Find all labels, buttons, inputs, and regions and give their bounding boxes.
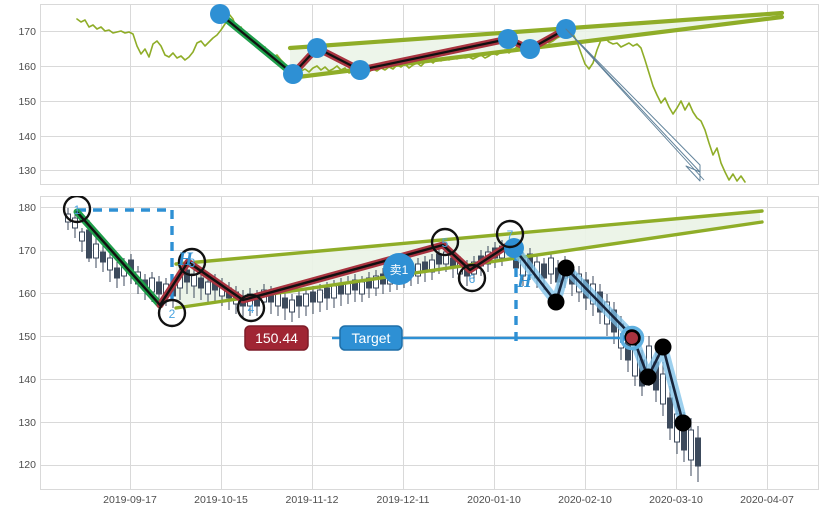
upper-chart-svg — [40, 4, 819, 185]
target-badge-label: Target — [352, 330, 391, 346]
lower-y-tick-130: 130 — [18, 417, 36, 429]
x-tick-5: 2020-02-10 — [558, 494, 612, 506]
upper-y-tick-130: 130 — [18, 165, 36, 177]
pattern-marker-7: 7 — [495, 219, 525, 249]
lower-y-tick-140: 140 — [18, 374, 36, 386]
pattern-marker-4-label: 4 — [248, 302, 255, 316]
price-badge[interactable]: 150.44 — [244, 325, 309, 351]
lower-chart-panel: 180 170 160 150 140 130 120 — [0, 190, 819, 520]
upper-y-tick-170: 170 — [18, 26, 36, 38]
pattern-marker-1-label: 1 — [74, 203, 81, 217]
upper-chart-panel: 170 160 150 140 130 — [0, 0, 819, 190]
x-tick-3: 2019-12-11 — [376, 494, 430, 506]
pattern-marker-4: 4 — [236, 293, 266, 323]
sell-marker-label: 卖1 — [390, 263, 409, 277]
descent-halo — [509, 243, 688, 428]
pattern-marker-1: 1 — [62, 196, 92, 224]
x-tick-2: 2019-11-12 — [285, 494, 339, 506]
pattern-markers: 1 2 3 4 5 6 7 — [62, 196, 525, 328]
pattern-marker-6-label: 6 — [469, 272, 476, 286]
upper-trend-line-top — [287, 10, 785, 51]
x-tick-6: 2020-03-10 — [649, 494, 703, 506]
x-tick-7: 2020-04-07 — [740, 494, 794, 506]
pattern-marker-7-label: 7 — [507, 228, 514, 242]
h-label-right: H — [516, 271, 533, 292]
lower-y-tick-150: 150 — [18, 331, 36, 343]
lower-y-tick-120: 120 — [18, 459, 36, 471]
lower-trend-line-top — [174, 209, 764, 266]
lower-y-tick-160: 160 — [18, 288, 36, 300]
pattern-marker-3: 3 — [177, 247, 207, 277]
sell-marker[interactable]: 卖1 — [383, 253, 415, 285]
lower-y-tick-170: 170 — [18, 245, 36, 257]
x-tick-0: 2019-09-17 — [103, 494, 157, 506]
pattern-marker-2: 2 — [157, 298, 187, 328]
upper-grid — [40, 4, 819, 185]
pattern-marker-5-label: 5 — [442, 236, 449, 250]
upper-projection-arrow — [565, 28, 705, 182]
pattern-marker-5: 5 — [430, 227, 460, 257]
pattern-marker-6: 6 — [457, 263, 487, 293]
x-tick-1: 2019-10-15 — [194, 494, 248, 506]
upper-y-tick-160: 160 — [18, 61, 36, 73]
target-hit-marker — [619, 325, 645, 351]
x-tick-4: 2020-01-10 — [467, 494, 521, 506]
upper-y-tick-140: 140 — [18, 131, 36, 143]
price-badge-label: 150.44 — [255, 330, 298, 346]
upper-price-line — [76, 13, 746, 183]
lower-zigzag-core — [75, 210, 512, 307]
h-label-left: H — [177, 249, 194, 270]
pattern-marker-2-label: 2 — [169, 307, 176, 321]
lower-chart-svg: 卖1 — [40, 196, 819, 490]
pattern-marker-3-label: 3 — [189, 256, 196, 270]
lower-y-tick-180: 180 — [18, 202, 36, 214]
target-badge[interactable]: Target — [339, 325, 403, 351]
upper-y-tick-150: 150 — [18, 96, 36, 108]
lower-wedge-fill — [176, 212, 760, 308]
